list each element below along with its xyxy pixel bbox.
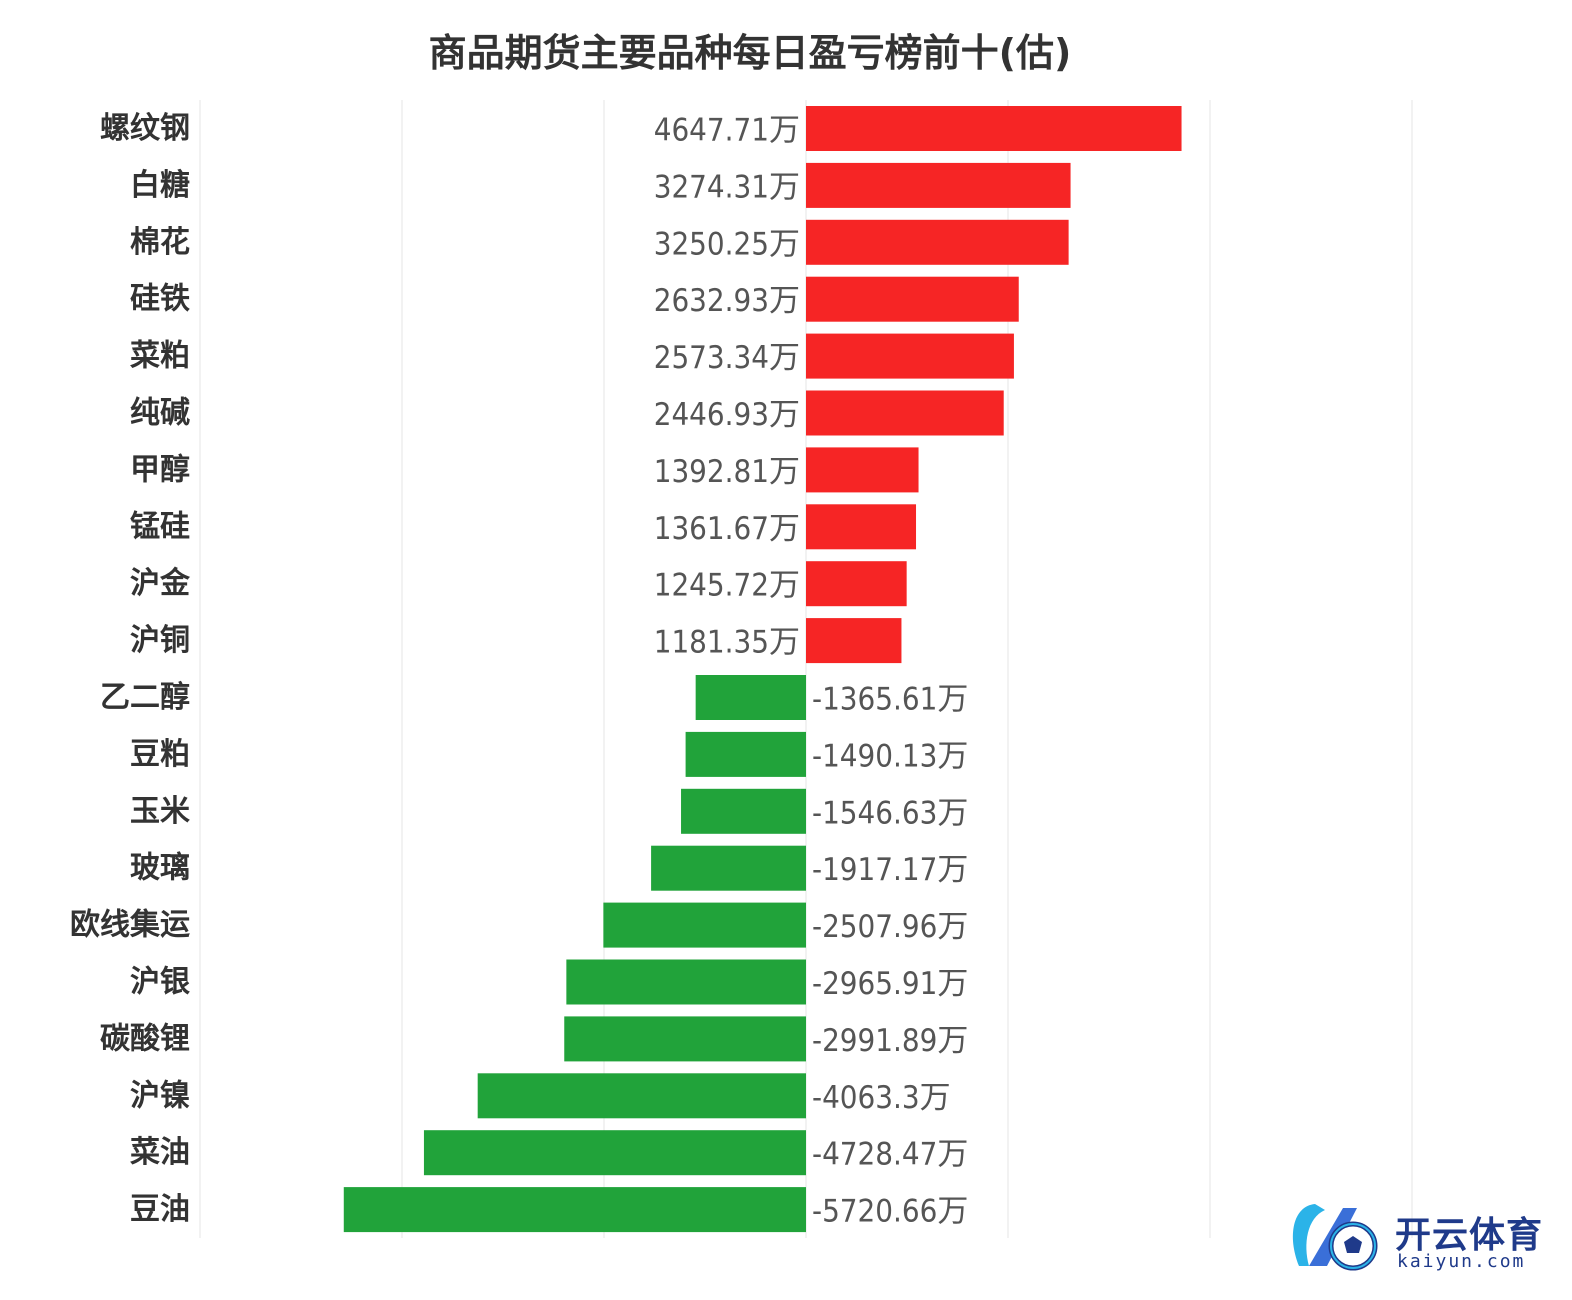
watermark-domain: kaiyun.com xyxy=(1397,1251,1526,1272)
value-label: -2507.96万 xyxy=(812,909,968,945)
bar xyxy=(806,106,1182,151)
bar xyxy=(806,504,917,550)
bar xyxy=(564,1016,806,1062)
watermark-name: 开云体育 xyxy=(1395,1215,1544,1256)
bar-layer xyxy=(343,106,1182,1233)
bar xyxy=(343,1187,806,1233)
category-label: 欧线集运 xyxy=(70,908,190,943)
category-label: 白糖 xyxy=(130,168,190,203)
category-label: 豆粕 xyxy=(130,737,190,772)
bar xyxy=(806,561,907,607)
bar xyxy=(806,162,1071,208)
value-label: 2632.93万 xyxy=(654,283,800,319)
bar xyxy=(806,390,1004,436)
category-label: 豆油 xyxy=(130,1192,190,1227)
value-label: 2573.34万 xyxy=(654,340,800,376)
value-label: -1365.61万 xyxy=(812,682,968,718)
bar xyxy=(566,959,806,1005)
category-label: 玻璃 xyxy=(130,851,190,886)
bar xyxy=(423,1130,806,1176)
bar xyxy=(651,845,806,891)
value-label: -1546.63万 xyxy=(812,795,968,831)
value-label: 1392.81万 xyxy=(654,454,800,490)
bar xyxy=(477,1073,806,1119)
value-label: 1245.72万 xyxy=(654,568,800,604)
category-label: 沪金 xyxy=(130,566,191,601)
value-label: 1361.67万 xyxy=(654,511,800,547)
value-label: -1490.13万 xyxy=(812,738,968,774)
bar xyxy=(685,731,806,777)
category-label: 锰硅 xyxy=(130,509,190,544)
bar xyxy=(806,618,902,664)
value-label: -4728.47万 xyxy=(812,1137,968,1173)
category-label: 纯碱 xyxy=(130,396,190,431)
category-label: 棉花 xyxy=(130,225,190,260)
grid-layer xyxy=(199,100,1413,1238)
value-label: 4647.71万 xyxy=(654,113,800,149)
bar xyxy=(681,788,806,834)
bar xyxy=(806,333,1014,379)
category-label: 乙二醇 xyxy=(100,680,190,715)
category-label: 沪铜 xyxy=(130,623,190,658)
category-label: 甲醇 xyxy=(130,452,190,487)
value-label: 2446.93万 xyxy=(654,397,800,433)
value-label: -1917.17万 xyxy=(812,852,968,888)
category-label: 碳酸锂 xyxy=(100,1021,190,1056)
value-label: 3250.25万 xyxy=(654,226,800,262)
category-label: 沪银 xyxy=(130,965,190,1000)
bar xyxy=(603,902,806,948)
category-label: 菜粕 xyxy=(130,339,190,374)
category-label: 螺纹钢 xyxy=(100,111,190,146)
value-label: 3274.31万 xyxy=(654,169,800,205)
category-label: 玉米 xyxy=(130,794,190,829)
value-label: -4063.3万 xyxy=(812,1080,951,1116)
watermark-logo: 开云体育 kaiyun.com xyxy=(1285,1196,1565,1280)
logo-icon xyxy=(1292,1204,1378,1271)
bar xyxy=(806,219,1069,265)
value-label: -5720.66万 xyxy=(812,1194,968,1230)
category-label: 硅铁 xyxy=(130,282,190,317)
bar xyxy=(806,276,1019,322)
chart-title: 商品期货主要品种每日盈亏榜前十(估) xyxy=(428,31,1072,75)
bar xyxy=(806,447,919,493)
bar xyxy=(695,675,806,720)
value-label: -2965.91万 xyxy=(812,966,968,1002)
category-label: 沪镍 xyxy=(130,1078,190,1113)
value-label: 1181.35万 xyxy=(654,625,800,661)
value-label: -2991.89万 xyxy=(812,1023,968,1059)
category-label: 菜油 xyxy=(130,1135,190,1170)
